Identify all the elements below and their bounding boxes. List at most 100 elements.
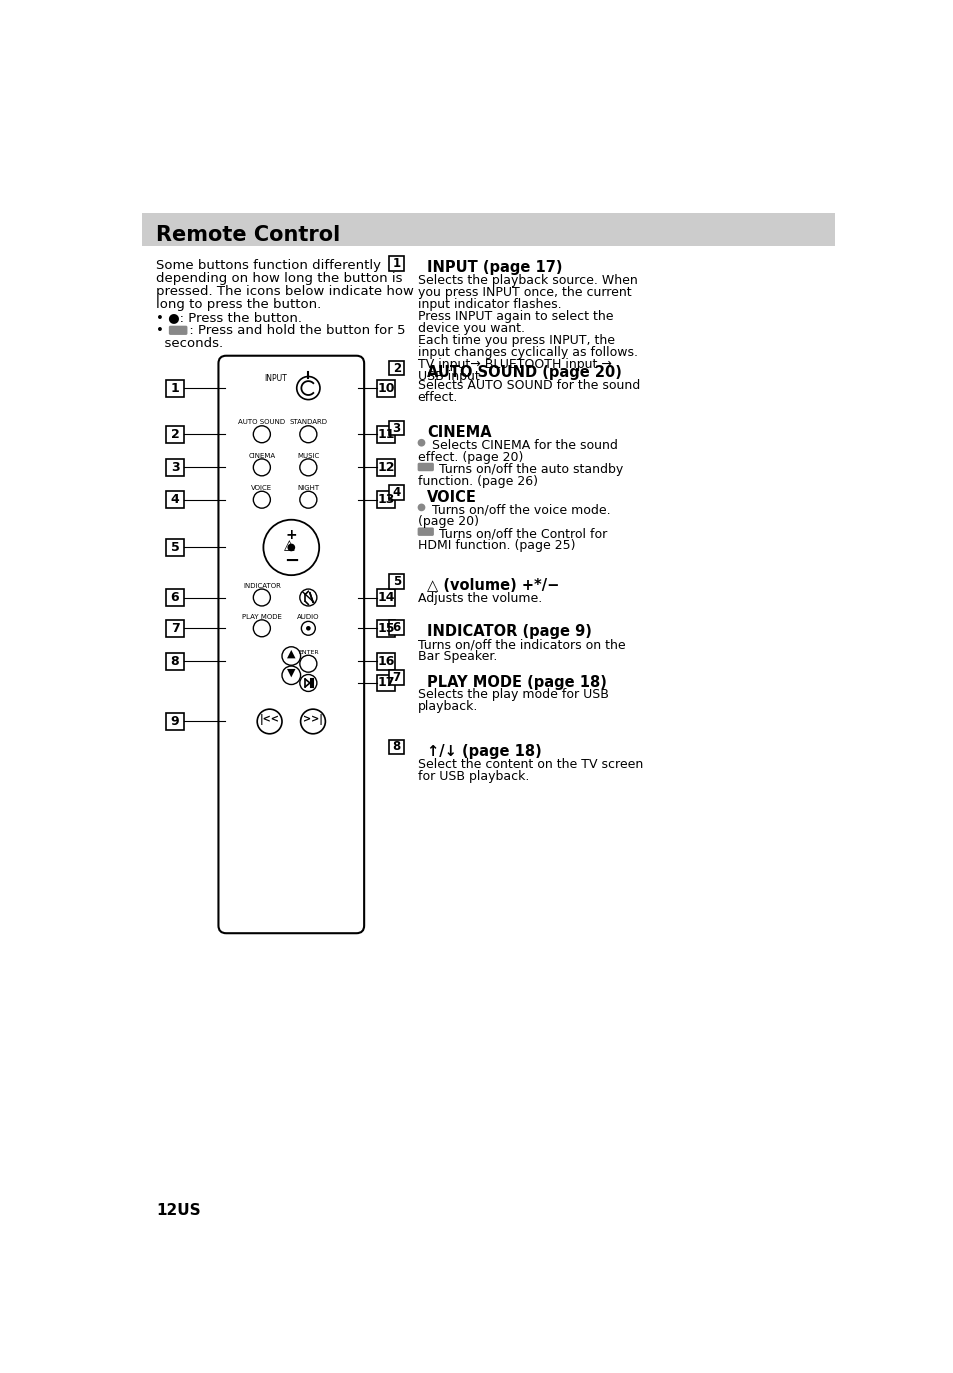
Text: >>|: >>|: [303, 714, 323, 725]
Text: 8: 8: [393, 740, 400, 754]
FancyBboxPatch shape: [166, 540, 184, 556]
FancyBboxPatch shape: [166, 492, 184, 508]
Text: 6: 6: [393, 621, 400, 634]
FancyBboxPatch shape: [389, 740, 404, 754]
Text: Each time you press INPUT, the: Each time you press INPUT, the: [417, 334, 614, 347]
FancyBboxPatch shape: [218, 356, 364, 934]
Text: Remote Control: Remote Control: [156, 225, 340, 244]
Text: Selects the play mode for USB: Selects the play mode for USB: [417, 688, 608, 702]
Text: 4: 4: [393, 486, 400, 500]
Text: Bar Speaker.: Bar Speaker.: [417, 651, 497, 663]
Text: you press INPUT once, the current: you press INPUT once, the current: [417, 286, 631, 299]
FancyBboxPatch shape: [166, 654, 184, 670]
Text: ▲: ▲: [287, 648, 295, 659]
Circle shape: [417, 504, 425, 511]
Text: Some buttons function differently: Some buttons function differently: [156, 258, 381, 272]
Text: −: −: [283, 552, 298, 570]
Text: Select the content on the TV screen: Select the content on the TV screen: [417, 758, 642, 770]
Circle shape: [257, 708, 282, 733]
Text: AUTO SOUND (page 20): AUTO SOUND (page 20): [427, 365, 621, 380]
FancyBboxPatch shape: [166, 619, 184, 637]
Text: USB input: USB input: [417, 369, 478, 383]
Text: HDMI function. (page 25): HDMI function. (page 25): [417, 540, 575, 552]
Circle shape: [253, 589, 270, 605]
Text: function. (page 26): function. (page 26): [417, 475, 537, 487]
Text: 2: 2: [393, 361, 400, 375]
Text: 1: 1: [171, 382, 179, 394]
FancyBboxPatch shape: [389, 670, 404, 685]
Text: Selects the playback source. When: Selects the playback source. When: [417, 275, 637, 287]
FancyBboxPatch shape: [376, 459, 395, 476]
Circle shape: [263, 520, 319, 575]
FancyBboxPatch shape: [389, 420, 404, 435]
FancyBboxPatch shape: [389, 255, 404, 270]
Text: Turns on/off the Control for: Turns on/off the Control for: [435, 527, 607, 541]
Text: 1: 1: [393, 257, 400, 270]
Text: △ (volume) +*/−: △ (volume) +*/−: [427, 578, 558, 593]
Text: INDICATOR (page 9): INDICATOR (page 9): [427, 625, 591, 640]
Text: 3: 3: [393, 422, 400, 435]
Text: effect.: effect.: [417, 391, 457, 404]
Circle shape: [301, 622, 315, 636]
Circle shape: [253, 619, 270, 637]
Circle shape: [299, 459, 316, 476]
FancyBboxPatch shape: [166, 589, 184, 605]
FancyBboxPatch shape: [389, 486, 404, 500]
Text: 14: 14: [376, 590, 395, 604]
Text: △: △: [284, 538, 294, 552]
Text: CINEMA: CINEMA: [248, 453, 275, 459]
Text: 15: 15: [376, 622, 395, 634]
Circle shape: [300, 708, 325, 733]
Text: 12: 12: [376, 461, 395, 474]
Text: seconds.: seconds.: [156, 338, 223, 350]
Text: (page 20): (page 20): [417, 515, 478, 529]
Circle shape: [296, 376, 319, 400]
Text: • ●: Press the button.: • ●: Press the button.: [156, 312, 302, 324]
Circle shape: [299, 589, 316, 605]
Text: PLAY MODE (page 18): PLAY MODE (page 18): [427, 674, 606, 689]
Text: long to press the button.: long to press the button.: [156, 298, 321, 310]
Circle shape: [417, 439, 425, 446]
Text: VOICE: VOICE: [251, 485, 273, 492]
Text: 7: 7: [171, 622, 179, 634]
FancyBboxPatch shape: [169, 325, 187, 335]
Text: Turns on/off the indicators on the: Turns on/off the indicators on the: [417, 638, 624, 651]
Text: Adjusts the volume.: Adjusts the volume.: [417, 592, 541, 605]
Text: input indicator flashes.: input indicator flashes.: [417, 298, 560, 310]
FancyBboxPatch shape: [389, 621, 404, 634]
Circle shape: [299, 674, 316, 692]
Text: pressed. The icons below indicate how: pressed. The icons below indicate how: [156, 284, 414, 298]
FancyBboxPatch shape: [389, 574, 404, 589]
Text: AUDIO: AUDIO: [296, 614, 319, 619]
Text: •      : Press and hold the button for 5: • : Press and hold the button for 5: [156, 324, 406, 338]
FancyBboxPatch shape: [417, 463, 434, 471]
Text: 2: 2: [171, 428, 179, 441]
Text: depending on how long the button is: depending on how long the button is: [156, 272, 402, 284]
Text: 17: 17: [376, 677, 395, 689]
Text: 7: 7: [393, 671, 400, 684]
Text: device you want.: device you want.: [417, 321, 524, 335]
Text: Turns on/off the auto standby: Turns on/off the auto standby: [435, 463, 623, 476]
Text: PLAY MODE: PLAY MODE: [242, 614, 281, 619]
Circle shape: [253, 492, 270, 508]
Circle shape: [299, 655, 316, 673]
Text: 3: 3: [171, 461, 179, 474]
FancyBboxPatch shape: [376, 492, 395, 508]
Circle shape: [253, 426, 270, 442]
Text: INDICATOR: INDICATOR: [243, 584, 280, 589]
Circle shape: [287, 544, 294, 552]
Text: Turns on/off the voice mode.: Turns on/off the voice mode.: [428, 504, 611, 516]
Text: AUTO SOUND: AUTO SOUND: [238, 419, 285, 424]
Text: INPUT: INPUT: [264, 375, 287, 383]
Text: |<<: |<<: [259, 714, 279, 725]
Text: 4: 4: [171, 493, 179, 507]
FancyBboxPatch shape: [376, 426, 395, 442]
FancyBboxPatch shape: [142, 213, 835, 246]
Text: 11: 11: [376, 428, 395, 441]
Text: playback.: playback.: [417, 700, 477, 714]
Text: Selects CINEMA for the sound: Selects CINEMA for the sound: [428, 439, 618, 452]
FancyBboxPatch shape: [166, 426, 184, 442]
FancyBboxPatch shape: [376, 589, 395, 605]
Text: NIGHT: NIGHT: [297, 485, 319, 492]
FancyBboxPatch shape: [376, 674, 395, 692]
